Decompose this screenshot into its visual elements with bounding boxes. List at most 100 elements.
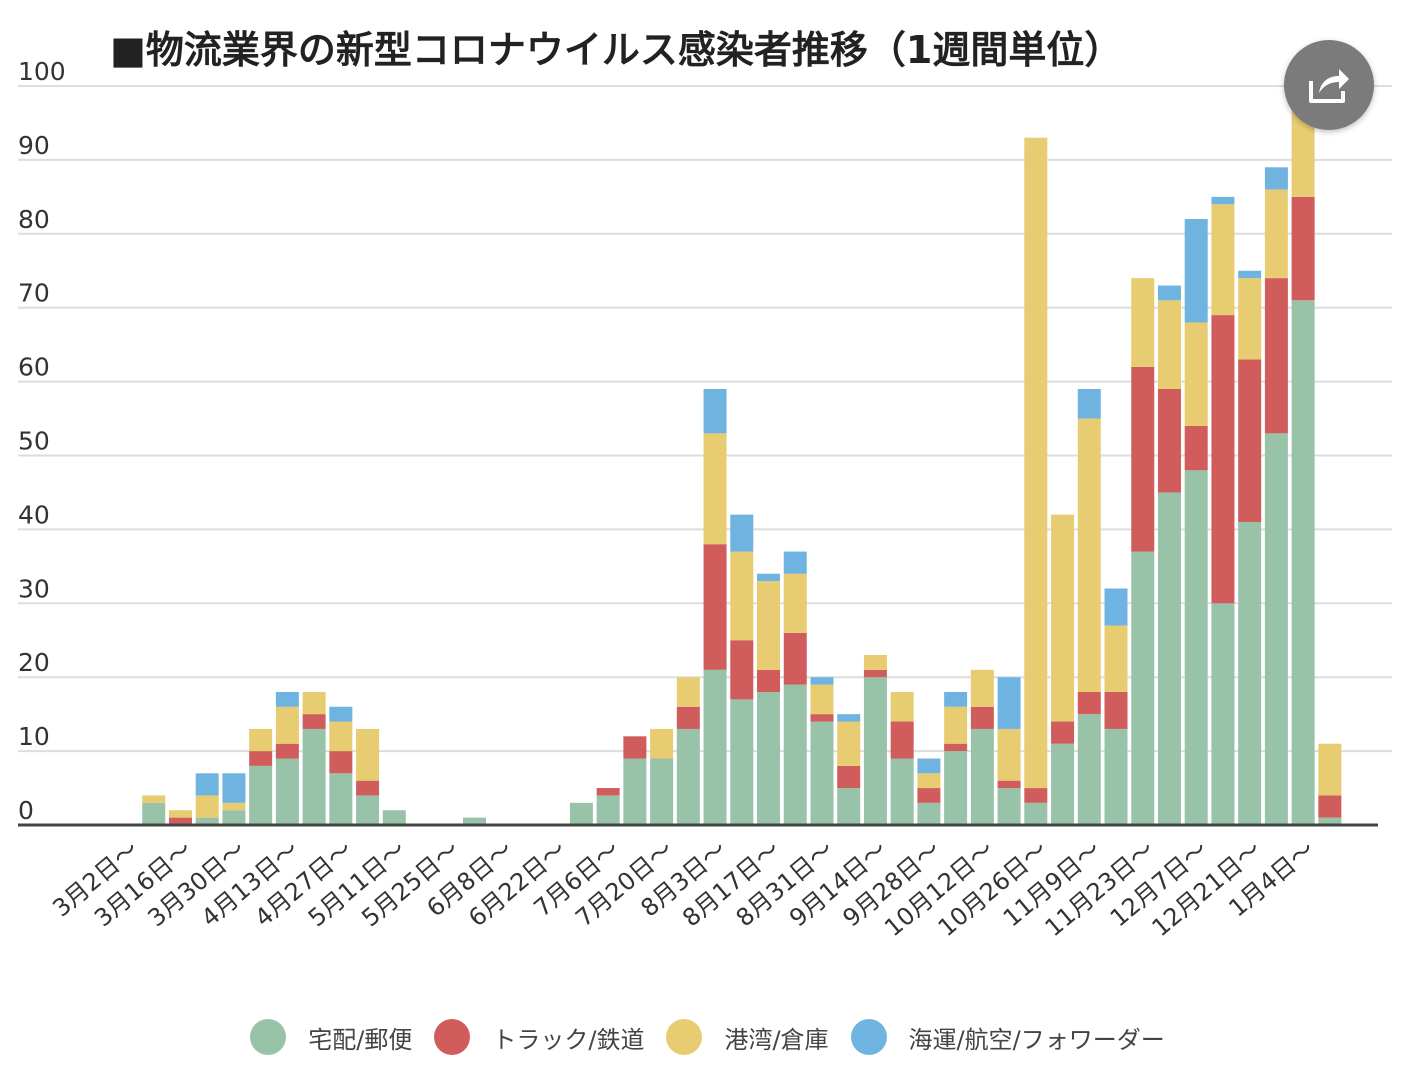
bar-segment — [1131, 551, 1155, 825]
bar-segment — [997, 780, 1021, 789]
bar-segment — [757, 691, 781, 825]
bar-segment — [596, 795, 620, 825]
y-tick-label: 100 — [18, 57, 66, 86]
bar-segment — [676, 728, 700, 825]
bar-segment — [1051, 721, 1075, 744]
bar-segment — [596, 788, 620, 796]
bar-segment — [890, 758, 914, 825]
bar-segment — [730, 640, 754, 700]
legend-item: トラック/鉄道 — [434, 1019, 644, 1055]
legend-item: 宅配/郵便 — [250, 1019, 412, 1055]
bar-segment — [1291, 196, 1315, 301]
bar-segment — [329, 773, 353, 825]
y-tick-label: 70 — [18, 279, 50, 308]
bar-segment — [623, 736, 647, 759]
bar-segment — [275, 758, 299, 825]
share-icon — [1309, 69, 1349, 103]
bar-segment — [1104, 728, 1128, 825]
bar-segment — [1077, 691, 1101, 715]
bar-segment — [329, 706, 353, 722]
bar-segment — [1238, 359, 1262, 523]
bar-segment — [944, 691, 968, 707]
bar-segment — [1318, 795, 1342, 818]
bar-segment — [783, 684, 807, 825]
chart-title: ■物流業界の新型コロナウイルス感染者推移（1週間単位） — [110, 28, 1122, 72]
bar-segment — [917, 758, 941, 774]
bar-segment — [275, 706, 299, 744]
y-tick-label: 0 — [18, 796, 34, 825]
bar-segment — [302, 728, 326, 825]
bar-segment — [703, 433, 727, 545]
bar-segment — [890, 721, 914, 759]
bar-segment — [970, 669, 994, 707]
y-tick-label: 30 — [18, 574, 50, 603]
bar-segment — [1077, 388, 1101, 419]
bar-segment — [1024, 788, 1048, 803]
bar-segment — [1211, 603, 1235, 825]
bar-segment — [703, 544, 727, 670]
bar-segment — [1211, 196, 1235, 205]
bar-segment — [997, 728, 1021, 781]
bar-segment — [275, 691, 299, 707]
bar-segment — [1157, 388, 1181, 493]
bar-segment — [329, 751, 353, 774]
bar-segment — [810, 684, 834, 715]
bar-segment — [623, 758, 647, 825]
bar-segment — [1077, 418, 1101, 692]
bar-segment — [1238, 278, 1262, 360]
bar-segment — [1291, 108, 1315, 197]
bar-segment — [249, 728, 273, 752]
y-tick-label: 50 — [18, 427, 50, 456]
bar-segment — [142, 795, 166, 803]
bar-segment — [837, 765, 861, 789]
bar-segment — [222, 810, 246, 825]
bar-segment — [569, 802, 593, 825]
bar-segment — [275, 743, 299, 759]
bar-segment — [1264, 278, 1288, 434]
share-button[interactable] — [1284, 40, 1374, 130]
bar-segment — [703, 669, 727, 825]
bar-segment — [783, 551, 807, 574]
y-tick-label: 60 — [18, 353, 50, 382]
y-tick-label: 20 — [18, 648, 50, 677]
bar-segment — [997, 677, 1021, 729]
y-tick-label: 80 — [18, 205, 50, 234]
bar-segment — [302, 714, 326, 729]
bar-segment — [890, 691, 914, 722]
y-tick-labels: 0 10 20 30 40 50 60 70 80 90 100 — [18, 57, 66, 825]
x-tick-labels: 3月2日～3月16日～3月30日～4月13日～4月27日～5月11日～5月25日… — [47, 835, 1320, 942]
bar-segment — [863, 655, 887, 670]
bar-segment — [1184, 219, 1208, 323]
y-tick-label: 10 — [18, 722, 50, 751]
bar-segment — [1051, 743, 1075, 825]
bar-segment — [1238, 522, 1262, 825]
bar-segment — [302, 691, 326, 715]
bar-segment — [1318, 743, 1342, 796]
bar-segment — [1264, 167, 1288, 190]
bar-segment — [1157, 492, 1181, 825]
bar-segment — [944, 706, 968, 744]
bar-segment — [1211, 315, 1235, 604]
bar-segment — [1238, 270, 1262, 279]
y-tick-label: 40 — [18, 500, 50, 529]
bar-segment — [1318, 817, 1342, 825]
bar-segment — [1184, 470, 1208, 825]
bar-segment — [650, 758, 674, 825]
bar-segment — [1157, 300, 1181, 389]
legend-swatch — [666, 1019, 703, 1055]
bar-segment — [810, 677, 834, 685]
bar-segment — [1131, 366, 1155, 552]
bar-segment — [970, 706, 994, 729]
legend-swatch — [850, 1019, 887, 1055]
bar-segment — [997, 788, 1021, 825]
bar-segment — [1051, 514, 1075, 722]
bar-segment — [462, 817, 486, 825]
bar-segment — [382, 810, 406, 825]
legend-item: 港湾/倉庫 — [666, 1019, 829, 1055]
bar-segment — [329, 721, 353, 752]
bar-segment — [730, 551, 754, 641]
bar-segment — [1104, 588, 1128, 626]
bar-segment — [195, 817, 219, 825]
bar-segment — [1184, 425, 1208, 471]
bar-segment — [944, 751, 968, 825]
